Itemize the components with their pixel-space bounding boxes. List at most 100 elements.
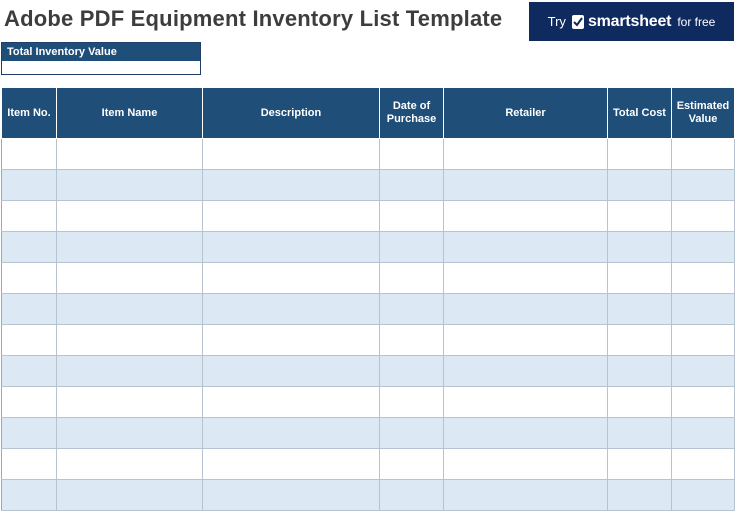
table-cell[interactable] [1,231,57,263]
table-cell[interactable] [379,200,444,232]
table-cell[interactable] [671,479,735,511]
table-cell[interactable] [56,479,203,511]
table-cell[interactable] [671,231,735,263]
table-cell[interactable] [56,324,203,356]
table-cell[interactable] [379,448,444,480]
table-cell[interactable] [607,200,672,232]
table-cell[interactable] [607,479,672,511]
table-cell[interactable] [202,324,380,356]
table-cell[interactable] [1,138,57,170]
table-cell[interactable] [379,293,444,325]
table-cell[interactable] [1,386,57,418]
table-cell[interactable] [56,262,203,294]
column-header: Item No. [1,88,57,139]
table-cell[interactable] [202,231,380,263]
table-cell[interactable] [671,138,735,170]
table-cell[interactable] [379,479,444,511]
table-cell[interactable] [202,262,380,294]
table-cell[interactable] [443,417,608,449]
table-cell[interactable] [202,169,380,201]
table-cell[interactable] [443,479,608,511]
table-row [1,231,735,263]
total-inventory-value-field[interactable] [2,61,200,74]
table-cell[interactable] [1,262,57,294]
table-cell[interactable] [56,200,203,232]
table-cell[interactable] [671,293,735,325]
table-cell[interactable] [671,169,735,201]
table-cell[interactable] [671,200,735,232]
table-cell[interactable] [379,262,444,294]
table-cell[interactable] [379,417,444,449]
table-cell[interactable] [607,231,672,263]
table-cell[interactable] [56,231,203,263]
table-cell[interactable] [443,138,608,170]
table-cell[interactable] [607,324,672,356]
table-cell[interactable] [379,386,444,418]
table-cell[interactable] [379,169,444,201]
table-cell[interactable] [607,262,672,294]
table-cell[interactable] [56,169,203,201]
total-inventory-box: Total Inventory Value [1,42,201,75]
table-cell[interactable] [379,138,444,170]
table-cell[interactable] [56,417,203,449]
table-cell[interactable] [1,355,57,387]
table-cell[interactable] [443,262,608,294]
table-cell[interactable] [1,479,57,511]
table-cell[interactable] [1,293,57,325]
table-cell[interactable] [379,355,444,387]
table-cell[interactable] [202,479,380,511]
table-cell[interactable] [607,293,672,325]
table-cell[interactable] [671,417,735,449]
table-cell[interactable] [1,324,57,356]
page-title: Adobe PDF Equipment Inventory List Templ… [4,6,503,31]
table-cell[interactable] [607,169,672,201]
table-cell[interactable] [202,417,380,449]
table-cell[interactable] [56,138,203,170]
table-cell[interactable] [607,448,672,480]
table-cell[interactable] [379,324,444,356]
table-cell[interactable] [443,200,608,232]
table-row [1,138,735,170]
table-cell[interactable] [202,200,380,232]
table-cell[interactable] [443,324,608,356]
table-cell[interactable] [671,324,735,356]
table-cell[interactable] [671,386,735,418]
table-cell[interactable] [1,417,57,449]
table-cell[interactable] [607,355,672,387]
table-cell[interactable] [1,200,57,232]
table-cell[interactable] [443,293,608,325]
table-cell[interactable] [202,448,380,480]
table-row [1,355,735,387]
table-cell[interactable] [671,448,735,480]
table-cell[interactable] [56,386,203,418]
table-row [1,479,735,511]
table-cell[interactable] [1,169,57,201]
table-row [1,324,735,356]
table-cell[interactable] [202,386,380,418]
try-smartsheet-banner[interactable]: Try smartsheet for free [529,2,734,41]
total-inventory-label: Total Inventory Value [2,43,200,61]
table-cell[interactable] [202,138,380,170]
table-cell[interactable] [1,448,57,480]
table-cell[interactable] [379,231,444,263]
table-cell[interactable] [56,293,203,325]
table-cell[interactable] [56,355,203,387]
table-cell[interactable] [443,355,608,387]
table-row [1,293,735,325]
table-cell[interactable] [443,169,608,201]
table-cell[interactable] [607,386,672,418]
table-cell[interactable] [443,448,608,480]
table-cell[interactable] [202,293,380,325]
table-cell[interactable] [607,138,672,170]
table-cell[interactable] [56,448,203,480]
table-row [1,417,735,449]
table-cell[interactable] [443,386,608,418]
table-cell[interactable] [671,355,735,387]
table-cell[interactable] [202,355,380,387]
table-cell[interactable] [607,417,672,449]
table-row [1,169,735,201]
column-header: Item Name [56,88,203,139]
table-cell[interactable] [671,262,735,294]
table-cell[interactable] [443,231,608,263]
smartsheet-check-icon [571,14,584,29]
